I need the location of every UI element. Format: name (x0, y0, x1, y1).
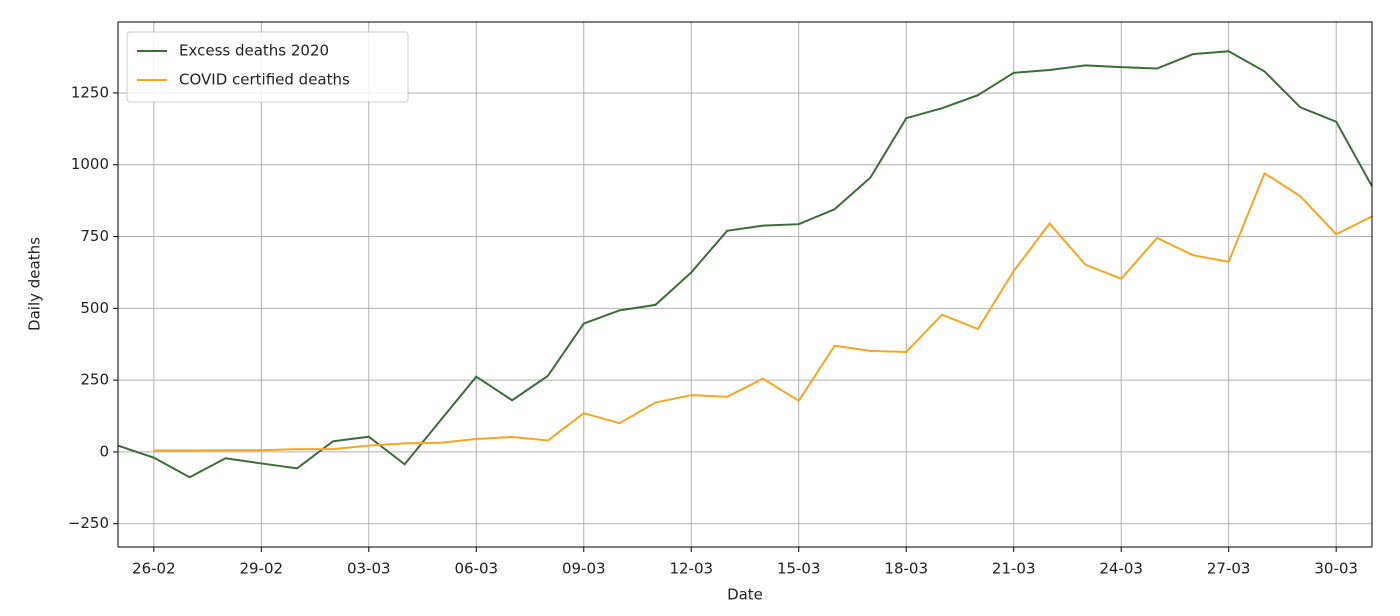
x-tick-label: 29-02 (240, 560, 284, 578)
legend-label: Excess deaths 2020 (179, 42, 329, 60)
x-tick-label: 24-03 (1099, 560, 1143, 578)
legend-label: COVID certified deaths (179, 71, 350, 89)
legend-box (126, 31, 409, 103)
y-tick-label: 250 (80, 371, 109, 389)
y-tick-label: −250 (68, 514, 109, 532)
x-tick-label: 18-03 (884, 560, 928, 578)
plot-frame (117, 21, 1373, 548)
x-tick-label: 27-03 (1207, 560, 1251, 578)
x-tick-label: 03-03 (347, 560, 391, 578)
x-tick-label: 21-03 (992, 560, 1036, 578)
y-tick-label: 500 (80, 299, 109, 317)
y-tick-label: 0 (99, 442, 109, 460)
x-tick-label: 26-02 (132, 560, 176, 578)
x-axis-label: Date (727, 586, 763, 604)
x-tick-label: 15-03 (777, 560, 821, 578)
line-series (153, 171, 1372, 452)
y-tick-label: 1000 (71, 155, 109, 173)
x-tick-label: 30-03 (1314, 560, 1358, 578)
x-tick-label: 12-03 (669, 560, 713, 578)
x-tick-label: 09-03 (562, 560, 606, 578)
line-series (118, 50, 1372, 479)
x-tick-label: 06-03 (454, 560, 498, 578)
y-axis-label: Daily deaths (26, 237, 44, 331)
y-tick-label: 1250 (71, 83, 109, 101)
y-tick-label: 750 (80, 227, 109, 245)
